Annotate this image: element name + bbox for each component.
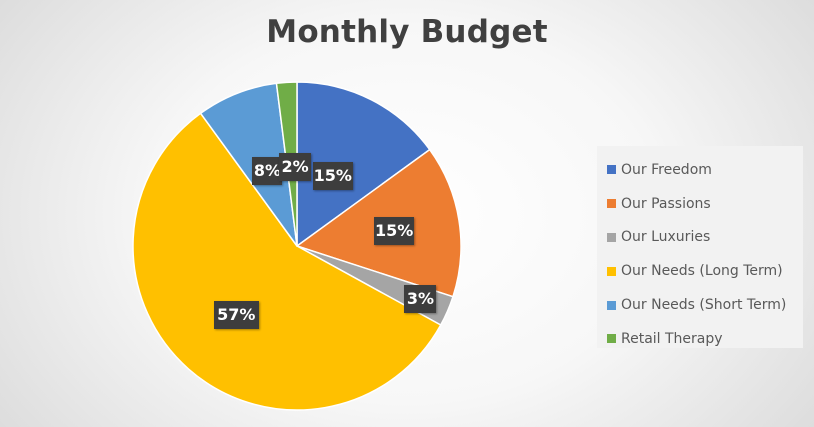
pie-slice-our-freedom (296, 81, 431, 247)
pie-slice-our-needs-long-term (132, 112, 442, 411)
data-label-our-luxuries: 3% (404, 285, 437, 314)
legend-item-our-freedom: Our Freedom (597, 153, 803, 187)
legend-item-our-needs-long-term: Our Needs (Long Term) (597, 254, 803, 288)
legend-label: Our Needs (Long Term) (621, 263, 783, 280)
legend-swatch (607, 232, 616, 242)
legend-swatch (607, 300, 616, 310)
data-label-our-needs-short-term: 8% (252, 157, 283, 186)
legend-item-retail-therapy: Retail Therapy (597, 322, 803, 356)
legend-swatch (607, 165, 616, 175)
legend-swatch (607, 266, 616, 276)
legend-label: Our Freedom (621, 161, 712, 178)
legend-swatch (607, 199, 616, 209)
legend-item-our-passions: Our Passions (597, 187, 803, 221)
chart-title: Monthly Budget (266, 14, 548, 50)
legend-item-our-needs-short-term: Our Needs (Short Term) (597, 288, 803, 322)
legend-swatch (607, 334, 616, 344)
data-label-retail-therapy: 2% (279, 153, 312, 182)
data-label-our-freedom: 15% (312, 161, 353, 190)
data-label-our-needs-long-term: 57% (213, 300, 259, 329)
data-label-our-passions: 15% (374, 216, 415, 245)
legend-label: Our Needs (Short Term) (621, 297, 787, 314)
legend-label: Retail Therapy (621, 330, 723, 347)
legend-label: Our Luxuries (621, 229, 711, 246)
legend: Our Freedom Our Passions Our Luxuries Our N… (597, 146, 803, 348)
legend-label: Our Passions (621, 195, 711, 212)
legend-item-our-luxuries: Our Luxuries (597, 221, 803, 255)
